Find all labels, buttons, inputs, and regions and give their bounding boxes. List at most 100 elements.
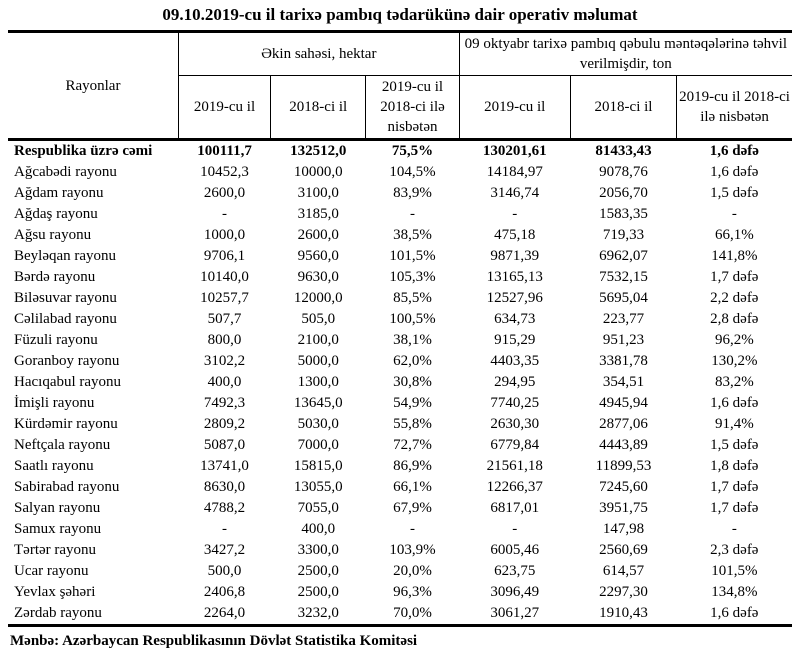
value-cell: 81433,43	[595, 143, 652, 159]
column-header-ton-2018: 2018-ci il	[569, 75, 677, 140]
value-cell: 1,7 dəfə	[710, 500, 759, 516]
table-row: Yevlax şəhəri 2406,8 2500,0 96,3% 3096,49 229…	[8, 582, 792, 603]
table-row: Ağcabədi rayonu 10452,3 10000,0 104,5% 14184…	[8, 162, 792, 183]
group-header-row: Rayonlar Əkin sahəsi, hektar 09 oktyabr …	[8, 31, 792, 140]
row-name-cell: Biləsuvar rayonu	[14, 290, 117, 306]
value-cell: 5695,04	[599, 290, 648, 306]
value-cell: 5030,0	[297, 416, 339, 432]
row-name-cell: Salyan rayonu	[14, 500, 101, 516]
value-cell: 30,8%	[393, 374, 432, 390]
value-cell: 54,9%	[393, 395, 432, 411]
value-cell: 130201,61	[482, 143, 547, 159]
group-header-sown-area: Əkin sahəsi, hektar	[178, 31, 460, 76]
value-cell: 400,0	[301, 521, 336, 537]
value-cell: 2500,0	[297, 563, 339, 579]
value-cell: 2877,06	[599, 416, 648, 432]
table-row: Samux rayonu - 400,0 - - 147,98 -	[8, 519, 792, 540]
group-header-delivered: 09 oktyabr tarixə pambıq qəbulu məntəqəl…	[458, 31, 792, 76]
value-cell: 85,5%	[393, 290, 432, 306]
table-row: Tərtər rayonu 3427,2 3300,0 103,9% 6005,46 25…	[8, 540, 792, 561]
table-row: Zərdab rayonu 2264,0 3232,0 70,0% 3061,27 191…	[8, 603, 792, 626]
value-cell: 86,9%	[393, 458, 432, 474]
value-cell: 3100,0	[297, 185, 339, 201]
value-cell: 2056,70	[599, 185, 648, 201]
row-name-cell: Cəlilabad rayonu	[14, 311, 117, 327]
value-cell: 12527,96	[486, 290, 543, 306]
table-row: Goranboy rayonu 3102,2 5000,0 62,0% 4403,35 3…	[8, 351, 792, 372]
value-cell: 223,77	[602, 311, 645, 327]
value-cell: -	[512, 521, 518, 537]
row-name-cell: Bərdə rayonu	[14, 269, 96, 285]
value-cell: 7055,0	[297, 500, 339, 516]
table-row: Sabirabad rayonu 8630,0 13055,0 66,1% 12266,…	[8, 477, 792, 498]
table-row-total: Respublika üzrə cəmi 100111,7 132512,0 7…	[8, 140, 792, 163]
value-cell: 4945,94	[599, 395, 648, 411]
value-cell: 4403,35	[490, 353, 540, 369]
value-cell: 294,95	[494, 374, 536, 390]
value-cell: 1,7 dəfə	[710, 479, 759, 495]
value-cell: 7492,3	[203, 395, 246, 411]
value-cell: 2100,0	[297, 332, 339, 348]
row-name-cell: Beyləqan rayonu	[14, 248, 117, 264]
row-name-cell: Ağcabədi rayonu	[14, 164, 117, 180]
table-header: Rayonlar Əkin sahəsi, hektar 09 oktyabr …	[8, 31, 792, 140]
value-cell: 2500,0	[297, 584, 339, 600]
table-row: Beyləqan rayonu 9706,1 9560,0 101,5% 9871,39…	[8, 246, 792, 267]
column-header-ton-ratio: 2019-cu il 2018-ci ilə nisbətən	[676, 75, 792, 140]
value-cell: 7740,25	[490, 395, 540, 411]
value-cell: 623,75	[494, 563, 536, 579]
value-cell: 10000,0	[293, 164, 343, 180]
row-name-cell: Zərdab rayonu	[14, 605, 102, 621]
value-cell: 38,1%	[393, 332, 432, 348]
value-cell: 147,98	[602, 521, 645, 537]
value-cell: 101,5%	[711, 563, 758, 579]
value-cell: 2297,30	[599, 584, 648, 600]
row-name-cell: Yevlax şəhəri	[14, 584, 96, 600]
value-cell: 2809,2	[203, 416, 246, 432]
value-cell: 614,57	[602, 563, 645, 579]
table-row: Kürdəmir rayonu 2809,2 5030,0 55,8% 2630,30 2…	[8, 414, 792, 435]
table-row: Saatlı rayonu 13741,0 15815,0 86,9% 21561,18…	[8, 456, 792, 477]
value-cell: 3061,27	[490, 605, 540, 621]
value-cell: 7245,60	[599, 479, 648, 495]
value-cell: 6817,01	[490, 500, 540, 516]
value-cell: 20,0%	[393, 563, 432, 579]
value-cell: 8630,0	[203, 479, 246, 495]
value-cell: 10452,3	[200, 164, 249, 180]
table-row: Hacıqabul rayonu 400,0 1300,0 30,8% 294,95 35…	[8, 372, 792, 393]
table-row: Biləsuvar rayonu 10257,7 12000,0 85,5% 12527…	[8, 288, 792, 309]
value-cell: 15815,0	[293, 458, 343, 474]
value-cell: 3300,0	[297, 542, 339, 558]
value-cell: 91,4%	[714, 416, 754, 432]
value-cell: 2600,0	[297, 227, 339, 243]
value-cell: 100,5%	[389, 311, 436, 327]
value-cell: 105,3%	[389, 269, 436, 285]
table-row: Ağsu rayonu 1000,0 2600,0 38,5% 475,18 719,33…	[8, 225, 792, 246]
value-cell: 96,3%	[393, 584, 432, 600]
row-name-cell: Neftçala rayonu	[14, 437, 111, 453]
table-row: İmişli rayonu 7492,3 13645,0 54,9% 7740,25 49…	[8, 393, 792, 414]
value-cell: 500,0	[207, 563, 242, 579]
value-cell: 1,6 dəfə	[710, 395, 759, 411]
value-cell: 2,2 dəfə	[710, 290, 759, 306]
value-cell: 66,1%	[393, 479, 432, 495]
value-cell: 4443,89	[599, 437, 648, 453]
row-name-cell: Hacıqabul rayonu	[14, 374, 122, 390]
value-cell: 9078,76	[599, 164, 648, 180]
value-cell: 1000,0	[203, 227, 246, 243]
value-cell: 1,8 dəfə	[710, 458, 759, 474]
value-cell: 3381,78	[599, 353, 648, 369]
value-cell: -	[222, 521, 228, 537]
value-cell: 3096,49	[490, 584, 540, 600]
value-cell: 1,5 dəfə	[710, 185, 759, 201]
value-cell: 2264,0	[203, 605, 246, 621]
value-cell: 1,6 dəfə	[709, 143, 759, 159]
row-name-cell: Ağdaş rayonu	[14, 206, 98, 222]
table-row: Cəlilabad rayonu 507,7 505,0 100,5% 634,73 22…	[8, 309, 792, 330]
row-name-cell: Saatlı rayonu	[14, 458, 94, 474]
value-cell: 5087,0	[203, 437, 246, 453]
value-cell: 141,8%	[711, 248, 758, 264]
row-name-cell: Sabirabad rayonu	[14, 479, 120, 495]
value-cell: 11899,53	[595, 458, 652, 474]
